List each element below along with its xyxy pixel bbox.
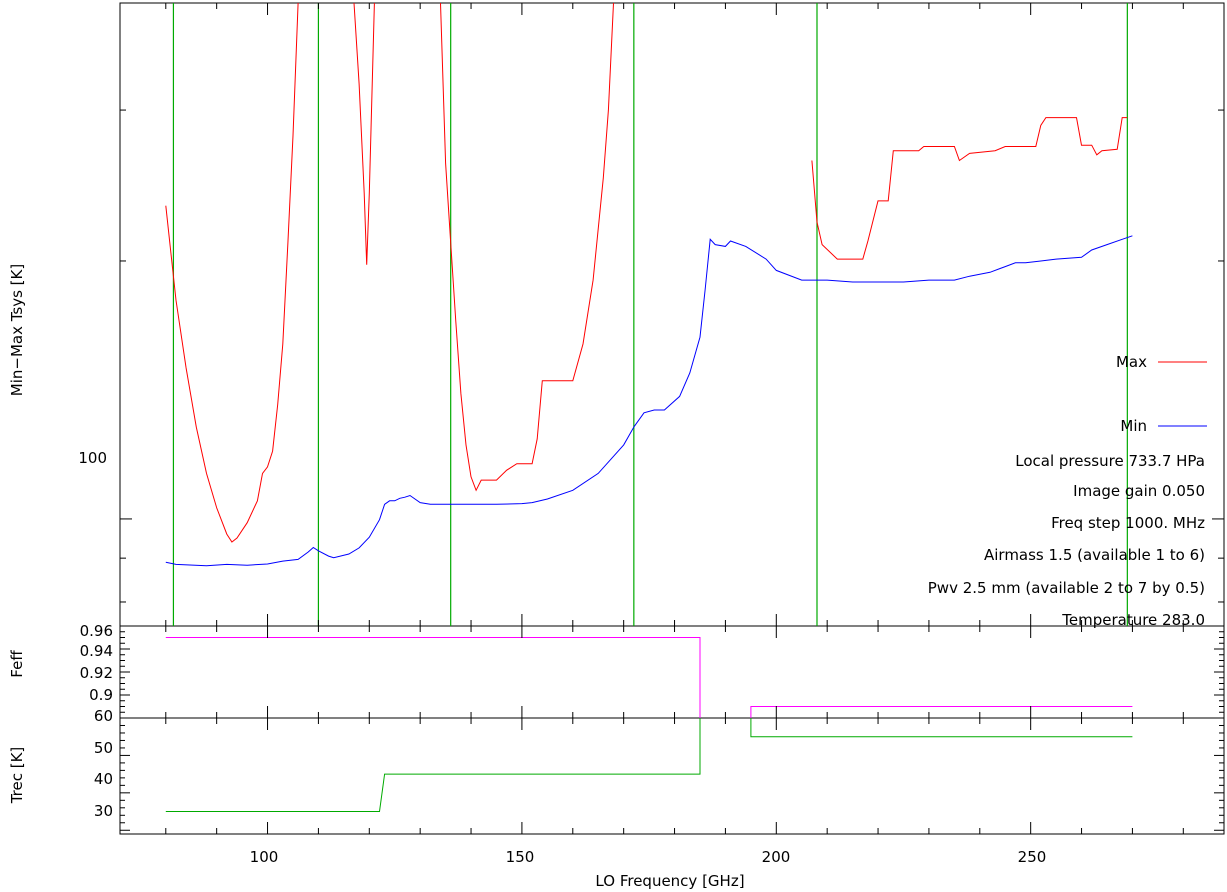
feff-ytick-label-096: 0.96 bbox=[80, 622, 113, 640]
x-axis-title: LO Frequency [GHz] bbox=[595, 872, 744, 890]
feff-panel-data bbox=[165, 637, 1133, 718]
feff-ytick-label-092: 0.92 bbox=[80, 664, 113, 682]
annotation-freq-step: Freq step 1000. MHz bbox=[1051, 514, 1205, 532]
feff-line-0 bbox=[165, 637, 701, 718]
trec-ytick-label-40: 40 bbox=[94, 770, 113, 788]
max-series-line-3 bbox=[811, 117, 1128, 260]
trec-line-1 bbox=[750, 718, 1133, 738]
annotation-airmass: Airmass 1.5 (available 1 to 6) bbox=[984, 546, 1205, 564]
max-series-line-1 bbox=[353, 3, 375, 265]
panel-frames bbox=[119, 2, 1225, 835]
main-ytick-label-100: 100 bbox=[78, 449, 107, 467]
annotation-local-pressure: Local pressure 733.7 HPa bbox=[1015, 452, 1205, 470]
trec-ylabel: Trec [K] bbox=[8, 747, 26, 805]
xtick-label-100: 100 bbox=[250, 848, 279, 866]
trec-ytick-label-50: 50 bbox=[94, 739, 113, 757]
trec-panel-frame bbox=[119, 717, 1225, 835]
max-series-line-0 bbox=[165, 3, 299, 543]
feff-panel-frame bbox=[119, 625, 1225, 719]
annotation-temperature: Temperature 283.0 bbox=[1061, 611, 1205, 629]
xtick-label-200: 200 bbox=[762, 848, 791, 866]
feff-ytick-label-094: 0.94 bbox=[80, 642, 113, 660]
main-panel-data bbox=[165, 3, 1133, 626]
trec-ytick-label-60: 60 bbox=[94, 707, 113, 725]
legend-label-max: Max bbox=[1116, 353, 1147, 371]
main-ylabel: Min−Max Tsys [K] bbox=[8, 264, 26, 396]
feff-line-1 bbox=[750, 706, 1133, 718]
xtick-label-250: 250 bbox=[1018, 848, 1047, 866]
max-series-line-2 bbox=[440, 3, 614, 492]
legend-label-min: Min bbox=[1120, 417, 1147, 435]
xtick-label-150: 150 bbox=[506, 848, 535, 866]
trec-ytick-label-30: 30 bbox=[94, 802, 113, 820]
trec-panel-data bbox=[165, 718, 1133, 812]
annotation-pwv: Pwv 2.5 mm (available 2 to 7 by 0.5) bbox=[928, 579, 1205, 597]
axis-ticks bbox=[120, 2, 1224, 834]
annotation-image-gain: Image gain 0.050 bbox=[1073, 482, 1205, 500]
main-panel-frame bbox=[119, 2, 1225, 627]
feff-ytick-label-090: 0.9 bbox=[89, 686, 113, 704]
trec-line-0 bbox=[165, 718, 701, 812]
feff-ylabel: Feff bbox=[8, 650, 26, 678]
min-series-line bbox=[165, 235, 1133, 567]
